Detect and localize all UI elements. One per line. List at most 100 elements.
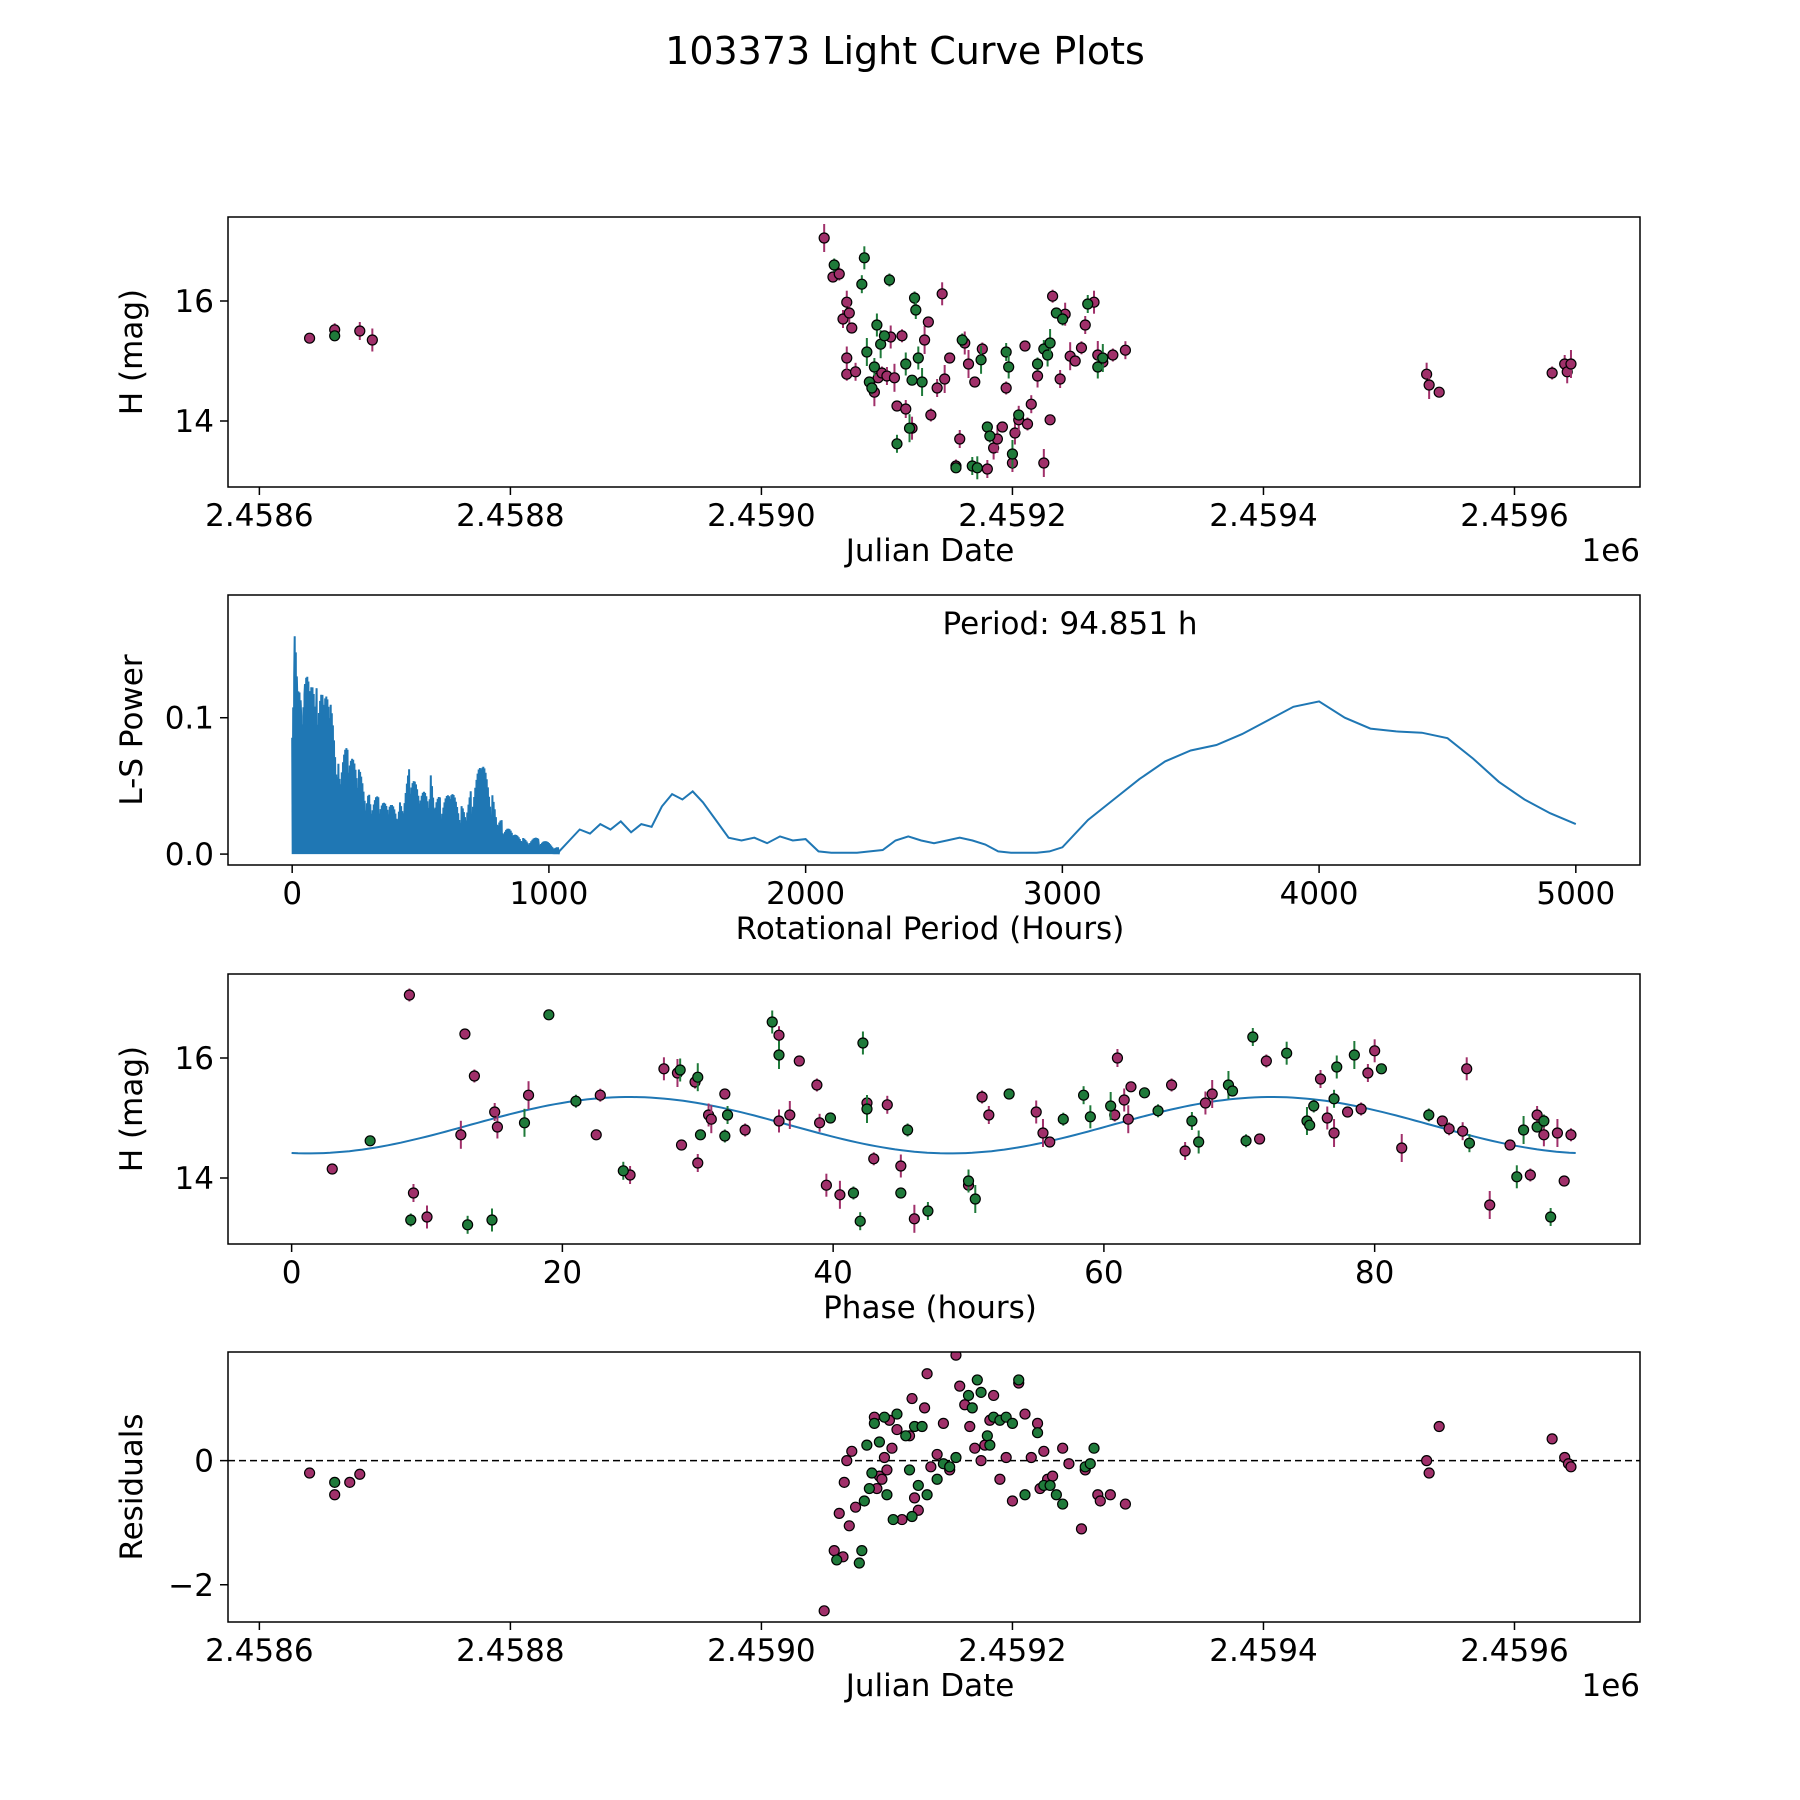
periodogram-y-axis-label: L-S Power [114, 654, 150, 805]
data-point-g [1304, 1119, 1316, 1131]
data-point-r [1355, 1103, 1367, 1115]
data-point-r [1206, 1088, 1218, 1100]
data-point-g [1013, 409, 1025, 421]
data-point-r [1019, 1408, 1031, 1420]
data-point-r [675, 1139, 688, 1151]
data-point-g [721, 1109, 734, 1121]
data-point-g [950, 462, 962, 474]
data-point-r [1079, 319, 1091, 331]
data-point-r [881, 1099, 893, 1111]
data-point-r [739, 1124, 751, 1136]
x-tick-label: 0 [282, 876, 302, 912]
data-point-r [1443, 1123, 1455, 1135]
data-point-g [916, 376, 928, 388]
y-tick-label: 16 [175, 1041, 214, 1077]
y-tick-label: 0.1 [165, 701, 214, 737]
data-point-r [918, 334, 931, 346]
data-point-g [1538, 1115, 1550, 1127]
residuals-x-axis-label: Julian Date [844, 1668, 1015, 1704]
data-point-g [824, 1112, 837, 1124]
data-point-g [1006, 1417, 1019, 1429]
data-point-g [944, 1461, 956, 1473]
data-point-g [900, 358, 912, 370]
data-point-g [858, 1495, 870, 1507]
data-point-g [910, 304, 922, 316]
data-point-g [878, 330, 891, 342]
data-point-r [455, 1129, 467, 1141]
phased-plot-area [291, 988, 1577, 1234]
data-point-r [1044, 1136, 1056, 1148]
data-point-r [849, 366, 862, 378]
data-point-g [853, 1557, 865, 1569]
data-point-r [1423, 379, 1435, 391]
data-point-g [854, 1215, 866, 1227]
x-tick-label: 2.4586 [205, 1633, 313, 1669]
data-point-g [1088, 1442, 1100, 1454]
periodogram-panel: 0 1000 2000 3000 4000 5000 0.0 0.1 Rotational Pe… [114, 594, 1641, 947]
data-point-g [922, 1205, 934, 1217]
data-point-g [878, 1411, 891, 1423]
data-point-g [906, 374, 918, 386]
data-point-r [326, 1163, 338, 1175]
data-point-g [1517, 1124, 1530, 1136]
data-point-r [421, 1211, 433, 1223]
data-point-r [868, 1153, 880, 1165]
data-point-r [1125, 1081, 1137, 1093]
data-point-r [833, 1507, 845, 1519]
data-point-r [1362, 1067, 1374, 1079]
data-point-r [1565, 1461, 1577, 1473]
x-tick-label: 4000 [1280, 876, 1359, 912]
x-tick-label: 2.4588 [456, 1633, 564, 1669]
data-point-r [354, 1468, 366, 1480]
data-point-g [962, 1175, 975, 1187]
data-point-r [1037, 1127, 1049, 1139]
data-point-g [891, 1408, 903, 1420]
data-point-g [883, 274, 896, 286]
lightcurve-y-axis-label: H (mag) [114, 289, 150, 415]
data-point-r [969, 1442, 981, 1454]
data-point-r [1484, 1199, 1496, 1211]
data-point-g [1000, 346, 1012, 358]
data-point-r [1104, 1489, 1116, 1501]
data-point-r [1546, 367, 1558, 379]
data-point-g [900, 1430, 912, 1442]
data-point-g [674, 1064, 686, 1076]
data-point-r [1009, 427, 1021, 439]
data-point-g [962, 1389, 975, 1402]
residuals-frame [227, 1351, 1641, 1623]
data-point-g [975, 1386, 987, 1398]
data-point-g [1375, 1063, 1388, 1075]
data-point-r [994, 1473, 1006, 1485]
data-point-r [1054, 373, 1066, 385]
data-point-g [1423, 1109, 1435, 1121]
data-point-r [773, 1115, 785, 1127]
x-tick-label: 2.4594 [1209, 498, 1317, 534]
data-point-g [881, 1489, 893, 1501]
data-point-r [925, 1461, 937, 1473]
data-point-r [888, 372, 901, 384]
data-point-g [873, 1436, 886, 1448]
data-point-g [969, 1193, 981, 1205]
data-point-g [1152, 1105, 1164, 1117]
data-point-g [895, 1187, 907, 1199]
data-point-g [1331, 1061, 1343, 1073]
data-point-r [1075, 1523, 1088, 1535]
x-tick-label: 2.4592 [958, 1633, 1066, 1669]
data-point-g [984, 430, 996, 442]
data-point-r [1461, 1063, 1473, 1075]
data-point-r [988, 1389, 1000, 1402]
data-point-r [976, 343, 988, 355]
data-point-g [1057, 1113, 1069, 1125]
data-point-r [937, 1417, 950, 1429]
data-point-r [1328, 1127, 1340, 1139]
data-point-g [857, 1037, 869, 1049]
data-point-g [1077, 1089, 1090, 1101]
data-point-g [1057, 313, 1069, 325]
y-tick-label: −2 [168, 1568, 214, 1604]
data-point-r [843, 1520, 855, 1532]
data-point-r [1030, 1106, 1042, 1118]
data-point-g [1003, 1088, 1015, 1100]
data-point-r [1396, 1142, 1408, 1154]
data-point-r [489, 1106, 501, 1118]
data-point-r [811, 1079, 823, 1091]
